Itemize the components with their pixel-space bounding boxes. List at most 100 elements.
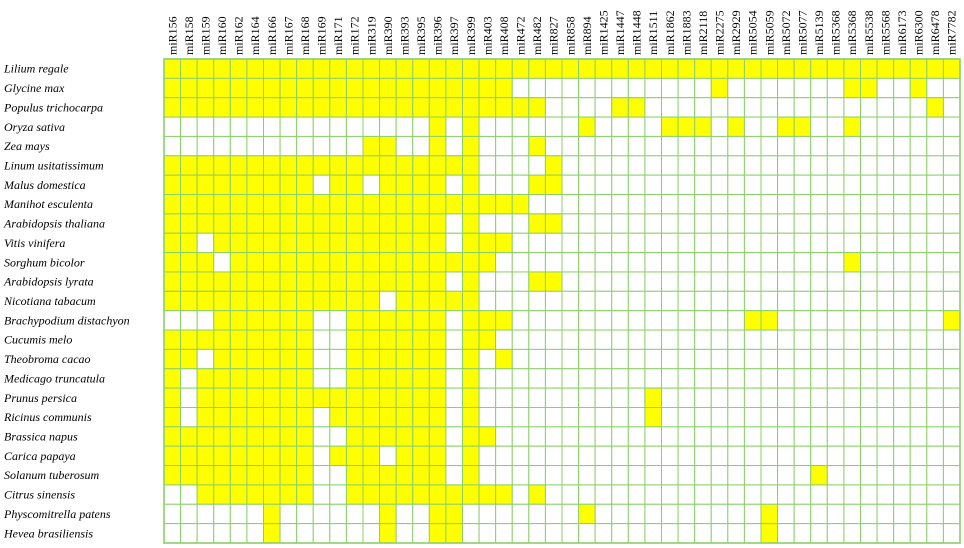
heatmap-cell xyxy=(495,174,513,196)
heatmap-cell xyxy=(213,465,231,486)
heatmap-cell xyxy=(942,484,961,505)
heatmap-cell xyxy=(727,465,745,486)
heatmap-cell xyxy=(777,523,795,544)
heatmap-cell xyxy=(395,58,414,79)
heatmap-cell xyxy=(229,155,248,176)
heatmap-cell xyxy=(412,97,430,118)
heatmap-cell xyxy=(611,271,629,292)
heatmap-cell xyxy=(296,426,314,447)
heatmap-cell xyxy=(578,58,596,79)
heatmap-cell xyxy=(661,484,679,505)
heatmap-cell xyxy=(760,194,779,215)
heatmap-cell xyxy=(876,406,895,428)
heatmap-cell xyxy=(594,232,613,254)
heatmap-cell xyxy=(345,387,364,408)
heatmap-cell xyxy=(163,523,182,544)
heatmap-cell xyxy=(528,368,546,389)
heatmap-cell xyxy=(478,97,497,118)
heatmap-cell xyxy=(578,329,596,350)
heatmap-cell xyxy=(511,348,530,370)
heatmap-cell xyxy=(926,348,944,370)
heatmap-cell xyxy=(578,348,596,370)
heatmap-cell xyxy=(196,465,215,486)
heatmap-cell xyxy=(163,465,182,486)
heatmap-cell xyxy=(495,252,513,273)
heatmap-cell xyxy=(777,310,795,331)
mirna-column-label: miR894 xyxy=(580,16,594,55)
heatmap-cell xyxy=(594,310,613,331)
heatmap-cell xyxy=(661,97,679,118)
heatmap-cell xyxy=(196,135,215,157)
heatmap-cell xyxy=(594,465,613,486)
heatmap-cell xyxy=(478,135,497,157)
heatmap-cell xyxy=(462,290,480,312)
heatmap-cell xyxy=(229,135,248,157)
heatmap-cell xyxy=(511,387,530,408)
heatmap-cell xyxy=(893,194,911,215)
mirna-column-label: miR2929 xyxy=(729,10,743,55)
heatmap-cell xyxy=(462,523,480,544)
heatmap-cell xyxy=(229,194,248,215)
heatmap-cell xyxy=(694,348,712,370)
heatmap-cell xyxy=(296,445,314,467)
heatmap-cell xyxy=(478,426,497,447)
heatmap-cell xyxy=(362,271,381,292)
heatmap-cell xyxy=(362,368,381,389)
heatmap-cell xyxy=(329,484,347,505)
heatmap-cell xyxy=(395,271,414,292)
heatmap-cell xyxy=(395,116,414,137)
heatmap-cell xyxy=(743,232,762,254)
heatmap-cell xyxy=(694,77,712,99)
heatmap-cell xyxy=(246,58,264,79)
heatmap-cell xyxy=(462,116,480,137)
heatmap-cell xyxy=(926,426,944,447)
heatmap-cell xyxy=(860,503,878,525)
heatmap-cell xyxy=(578,232,596,254)
heatmap-cell xyxy=(578,503,596,525)
heatmap-cell xyxy=(528,484,546,505)
heatmap-cell xyxy=(478,155,497,176)
heatmap-cell xyxy=(644,194,662,215)
heatmap-cell xyxy=(163,271,182,292)
heatmap-cell xyxy=(561,155,580,176)
heatmap-cell xyxy=(296,116,314,137)
heatmap-cell xyxy=(395,77,414,99)
heatmap-cell xyxy=(495,58,513,79)
heatmap-cell xyxy=(296,387,314,408)
heatmap-cell xyxy=(578,252,596,273)
heatmap-cell xyxy=(296,135,314,157)
heatmap-cell xyxy=(445,406,464,428)
mirna-column-label: miR5139 xyxy=(812,10,826,55)
heatmap-cell xyxy=(644,97,662,118)
heatmap-cell xyxy=(462,406,480,428)
mirna-column-label: miR5538 xyxy=(862,10,876,55)
heatmap-cell xyxy=(611,426,629,447)
heatmap-cell xyxy=(760,310,779,331)
heatmap-cell xyxy=(727,135,745,157)
heatmap-cell xyxy=(843,271,861,292)
mirna-column-label: miR5054 xyxy=(746,10,760,55)
heatmap-cell xyxy=(229,426,248,447)
heatmap-cell xyxy=(428,58,447,79)
heatmap-cell xyxy=(942,116,961,137)
heatmap-cell xyxy=(213,58,231,79)
heatmap-cell xyxy=(644,213,662,234)
heatmap-cell xyxy=(544,252,563,273)
heatmap-cell xyxy=(860,155,878,176)
heatmap-cell xyxy=(196,194,215,215)
heatmap-cell xyxy=(661,155,679,176)
heatmap-cell xyxy=(876,174,895,196)
heatmap-cell xyxy=(644,58,662,79)
heatmap-cell xyxy=(777,194,795,215)
heatmap-cell xyxy=(163,213,182,234)
heatmap-cell xyxy=(677,445,696,467)
heatmap-cell xyxy=(511,174,530,196)
heatmap-cell xyxy=(843,484,861,505)
species-row-label: Sorghum bicolor xyxy=(4,255,85,269)
heatmap-cell xyxy=(727,194,745,215)
heatmap-cell xyxy=(279,174,298,196)
heatmap-cell xyxy=(428,116,447,137)
heatmap-cell xyxy=(180,484,198,505)
heatmap-cell xyxy=(196,310,215,331)
